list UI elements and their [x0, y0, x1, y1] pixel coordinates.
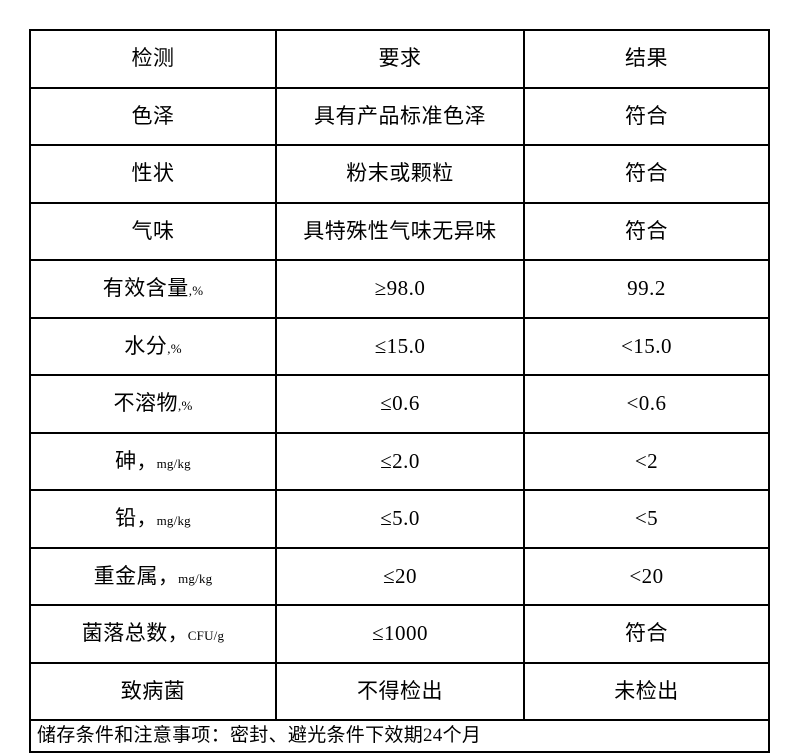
- table-row: 气味 具特殊性气味无异味 符合: [29, 201, 770, 261]
- cell-requirement: ≤5.0: [275, 489, 525, 549]
- table-body: 色泽 具有产品标准色泽 符合 性状 粉末或颗粒 符合 气味 具特殊性气味无异味 符合 有效含量,%…: [29, 86, 770, 721]
- cell-item: 色泽: [29, 86, 277, 146]
- item-label: 色泽: [131, 103, 175, 128]
- item-unit-separator: ，: [136, 508, 157, 531]
- item-label: 铅: [115, 506, 137, 531]
- item-label: 菌落总数: [81, 621, 168, 646]
- table-header: 检测 要求 结果: [29, 29, 770, 89]
- cell-item: 性状: [29, 144, 277, 204]
- table-row: 重金属，mg/kg ≤20 <20: [29, 546, 770, 606]
- item-unit: mg/kg: [156, 513, 191, 529]
- cell-requirement: ≤1000: [275, 604, 525, 664]
- item-label: 性状: [131, 161, 175, 186]
- item-unit-separator: ，: [167, 623, 188, 646]
- item-unit-separator: ，: [158, 565, 179, 588]
- item-label: 重金属: [93, 563, 159, 588]
- cell-item: 致病菌: [29, 661, 277, 721]
- cell-requirement: ≤2.0: [275, 431, 525, 491]
- cell-requirement: ≤0.6: [275, 374, 525, 434]
- cell-result: <20: [523, 546, 770, 606]
- column-header-requirement: 要求: [275, 29, 525, 89]
- column-header-item: 检测: [29, 29, 277, 89]
- table-row: 铅，mg/kg ≤5.0 <5: [29, 489, 770, 549]
- table-row: 不溶物,% ≤0.6 <0.6: [29, 374, 770, 434]
- item-label: 水分: [124, 333, 168, 358]
- item-unit: ,%: [188, 283, 204, 299]
- item-unit: ,%: [178, 398, 193, 414]
- item-label: 致病菌: [120, 678, 186, 703]
- cell-item: 气味: [29, 201, 277, 261]
- item-unit: mg/kg: [178, 570, 213, 586]
- item-unit: mg/kg: [156, 455, 191, 471]
- table-header-row: 检测 要求 结果: [29, 29, 770, 89]
- cell-requirement: 不得检出: [275, 661, 525, 721]
- column-header-result: 结果: [523, 29, 770, 89]
- cell-result: 符合: [523, 604, 770, 664]
- cell-requirement: ≤20: [275, 546, 525, 606]
- cell-requirement: 具有产品标准色泽: [275, 86, 525, 146]
- cell-result: <2: [523, 431, 770, 491]
- cell-result: <15.0: [523, 316, 770, 376]
- cell-requirement: 具特殊性气味无异味: [275, 201, 525, 261]
- cell-result: 符合: [523, 144, 770, 204]
- cell-item: 铅，mg/kg: [29, 489, 277, 549]
- item-unit-separator: ，: [136, 450, 157, 473]
- table-footer: 储存条件和注意事项：密封、避光条件下效期24个月: [29, 719, 770, 753]
- table-row: 致病菌 不得检出 未检出: [29, 661, 770, 721]
- cell-item: 水分,%: [29, 316, 277, 376]
- item-unit: ,%: [167, 340, 182, 356]
- table-row: 色泽 具有产品标准色泽 符合: [29, 86, 770, 146]
- table-row: 性状 粉末或颗粒 符合: [29, 144, 770, 204]
- cell-requirement: ≤15.0: [275, 316, 525, 376]
- cell-result: 符合: [523, 86, 770, 146]
- cell-item: 菌落总数，CFU/g: [29, 604, 277, 664]
- table-row: 砷，mg/kg ≤2.0 <2: [29, 431, 770, 491]
- cell-result: 99.2: [523, 259, 770, 319]
- item-label: 有效含量: [102, 276, 189, 301]
- cell-result: 符合: [523, 201, 770, 261]
- specification-table: 检测 要求 结果 色泽 具有产品标准色泽 符合 性状 粉末或颗粒 符合 气味 具特殊性气味无异…: [29, 29, 770, 753]
- cell-result: 未检出: [523, 661, 770, 721]
- cell-requirement: ≥98.0: [275, 259, 525, 319]
- table-row: 菌落总数，CFU/g ≤1000 符合: [29, 604, 770, 664]
- footer-note: 储存条件和注意事项：密封、避光条件下效期24个月: [29, 719, 770, 753]
- cell-item: 有效含量,%: [29, 259, 277, 319]
- table-row: 有效含量,% ≥98.0 99.2: [29, 259, 770, 319]
- cell-item: 砷，mg/kg: [29, 431, 277, 491]
- item-label: 砷: [115, 448, 137, 473]
- item-label: 不溶物: [113, 391, 178, 416]
- cell-result: <5: [523, 489, 770, 549]
- item-label: 气味: [131, 218, 175, 243]
- table-row: 水分,% ≤15.0 <15.0: [29, 316, 770, 376]
- item-unit: CFU/g: [187, 628, 225, 644]
- cell-requirement: 粉末或颗粒: [275, 144, 525, 204]
- footer-note-row: 储存条件和注意事项：密封、避光条件下效期24个月: [29, 719, 770, 753]
- cell-result: <0.6: [523, 374, 770, 434]
- cell-item: 重金属，mg/kg: [29, 546, 277, 606]
- cell-item: 不溶物,%: [29, 374, 277, 434]
